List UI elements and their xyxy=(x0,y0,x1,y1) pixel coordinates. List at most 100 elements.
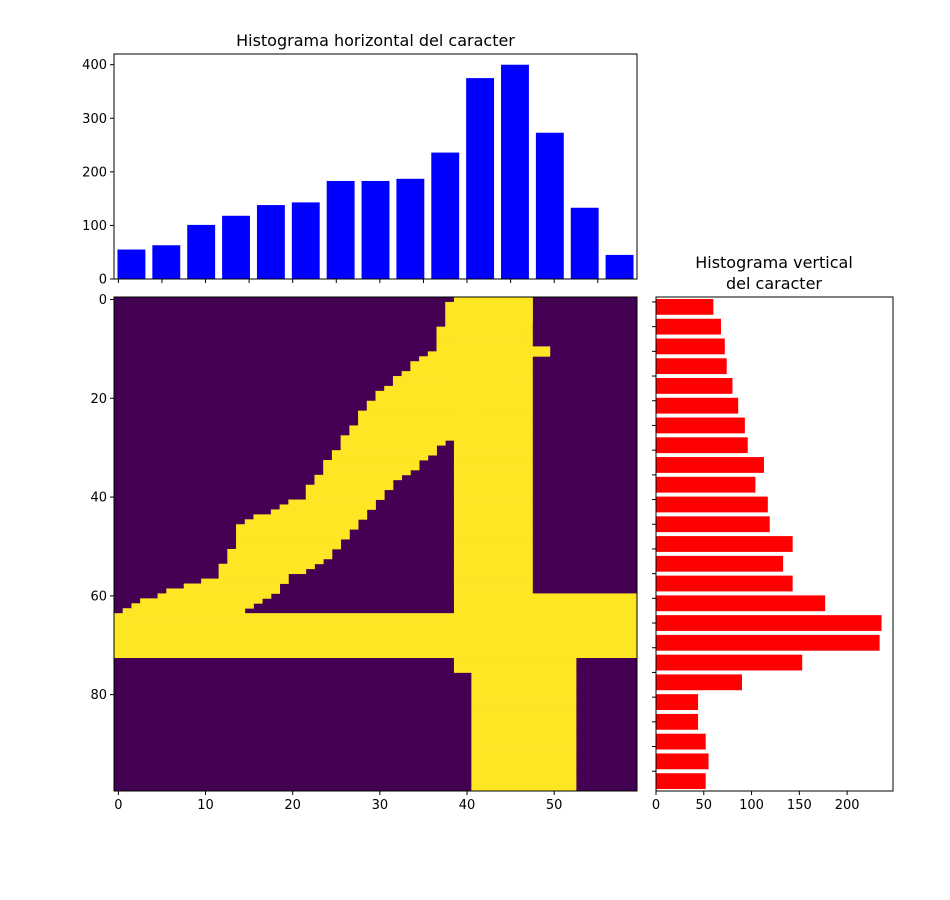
character-stroke xyxy=(436,336,525,342)
vertical-histogram-bar xyxy=(656,634,880,651)
vertical-histogram-bar xyxy=(656,358,727,375)
character-stroke xyxy=(453,479,533,486)
character-stroke xyxy=(453,450,533,456)
character-stroke xyxy=(453,509,533,515)
character-stroke xyxy=(453,400,533,407)
character-stroke xyxy=(323,464,420,471)
character-stroke xyxy=(453,529,533,535)
character-stroke xyxy=(227,558,324,565)
character-stroke xyxy=(236,544,342,550)
character-stroke xyxy=(453,548,533,555)
character-stroke xyxy=(358,420,464,426)
horizontal-histogram-bar xyxy=(256,205,285,279)
character-stroke xyxy=(279,504,376,510)
character-stroke xyxy=(453,534,533,540)
character-stroke xyxy=(358,410,481,416)
character-stroke xyxy=(445,301,533,308)
vertical-histogram-bar xyxy=(656,694,699,710)
character-stroke xyxy=(114,627,638,634)
horizontal-histogram-bar xyxy=(396,178,425,279)
character-stroke xyxy=(401,371,507,377)
character-stroke xyxy=(453,494,533,500)
vertical-histogram-xtick-label: 150 xyxy=(787,798,812,813)
horizontal-histogram-ytick-label: 400 xyxy=(82,58,107,73)
character-stroke xyxy=(471,776,577,782)
vertical-histogram-bar xyxy=(656,733,706,750)
character-stroke xyxy=(244,519,359,525)
character-stroke xyxy=(114,618,638,624)
vertical-histogram-xtick-label: 50 xyxy=(696,798,713,813)
horizontal-histogram-title: Histograma horizontal del caracter xyxy=(236,31,515,50)
character-stroke xyxy=(453,539,533,545)
character-stroke xyxy=(305,489,385,495)
character-stroke xyxy=(288,499,376,505)
character-stroke xyxy=(471,761,577,767)
character-stroke xyxy=(114,642,638,649)
vertical-histogram-bar xyxy=(656,338,725,355)
character-stroke xyxy=(453,583,533,589)
vertical-histogram-bar xyxy=(656,615,882,631)
character-stroke xyxy=(331,450,437,456)
character-stroke xyxy=(453,563,533,570)
character-stroke xyxy=(445,321,525,328)
character-stroke xyxy=(305,494,385,500)
character-stroke xyxy=(453,455,533,461)
character-stroke xyxy=(453,415,533,421)
character-stroke xyxy=(471,721,577,728)
horizontal-histogram-bar xyxy=(466,78,495,279)
horizontal-histogram-ytick-label: 0 xyxy=(99,273,107,288)
character-stroke xyxy=(471,786,577,792)
character-stroke xyxy=(453,578,533,584)
horizontal-histogram-bar xyxy=(326,180,355,279)
character-stroke xyxy=(453,573,533,579)
character-stroke xyxy=(453,558,533,565)
character-stroke xyxy=(114,623,638,629)
image-frame xyxy=(113,296,638,792)
vertical-histogram-xtick-label: 200 xyxy=(835,798,860,813)
vertical-histogram-bar xyxy=(656,753,709,770)
character-stroke xyxy=(349,425,464,431)
character-stroke xyxy=(471,707,577,713)
vertical-histogram-bar xyxy=(656,575,793,592)
character-stroke xyxy=(453,603,638,609)
vertical-histogram-bar xyxy=(656,713,699,730)
horizontal-histogram-bar xyxy=(501,64,529,279)
image-ytick-label: 40 xyxy=(90,491,107,506)
character-stroke xyxy=(114,632,638,639)
character-stroke xyxy=(453,430,533,436)
character-stroke xyxy=(453,420,533,426)
vertical-histogram-bar xyxy=(656,397,739,414)
character-stroke xyxy=(218,563,315,570)
character-stroke xyxy=(453,662,577,668)
horizontal-histogram-bar xyxy=(570,207,599,279)
character-stroke xyxy=(453,469,533,476)
character-stroke xyxy=(453,440,533,446)
horizontal-histogram-bar xyxy=(291,202,320,279)
character-stroke xyxy=(453,524,533,530)
character-stroke xyxy=(453,297,533,303)
vertical-histogram-title-line2: del caracter xyxy=(726,274,822,293)
horizontal-histogram-bar xyxy=(152,245,181,279)
character-stroke xyxy=(453,593,638,599)
character-stroke xyxy=(471,771,577,777)
vertical-histogram-bar xyxy=(656,298,714,315)
vertical-histogram-bar xyxy=(656,773,706,790)
character-stroke xyxy=(453,608,638,614)
character-stroke xyxy=(453,544,533,550)
character-stroke xyxy=(436,346,516,352)
character-stroke xyxy=(471,746,577,752)
character-stroke xyxy=(419,356,516,362)
character-stroke xyxy=(453,425,533,431)
horizontal-histogram-bar xyxy=(117,249,146,279)
vertical-histogram-bar xyxy=(656,536,793,552)
horizontal-histogram-bar xyxy=(361,180,390,279)
image-ytick-label: 60 xyxy=(90,589,107,604)
character-stroke xyxy=(453,598,638,604)
character-stroke xyxy=(122,608,246,614)
character-stroke xyxy=(218,568,307,575)
vertical-histogram-bar xyxy=(656,654,803,671)
character-stroke xyxy=(471,736,577,742)
character-stroke xyxy=(166,588,281,594)
character-stroke xyxy=(453,435,533,441)
character-stroke xyxy=(453,474,533,481)
